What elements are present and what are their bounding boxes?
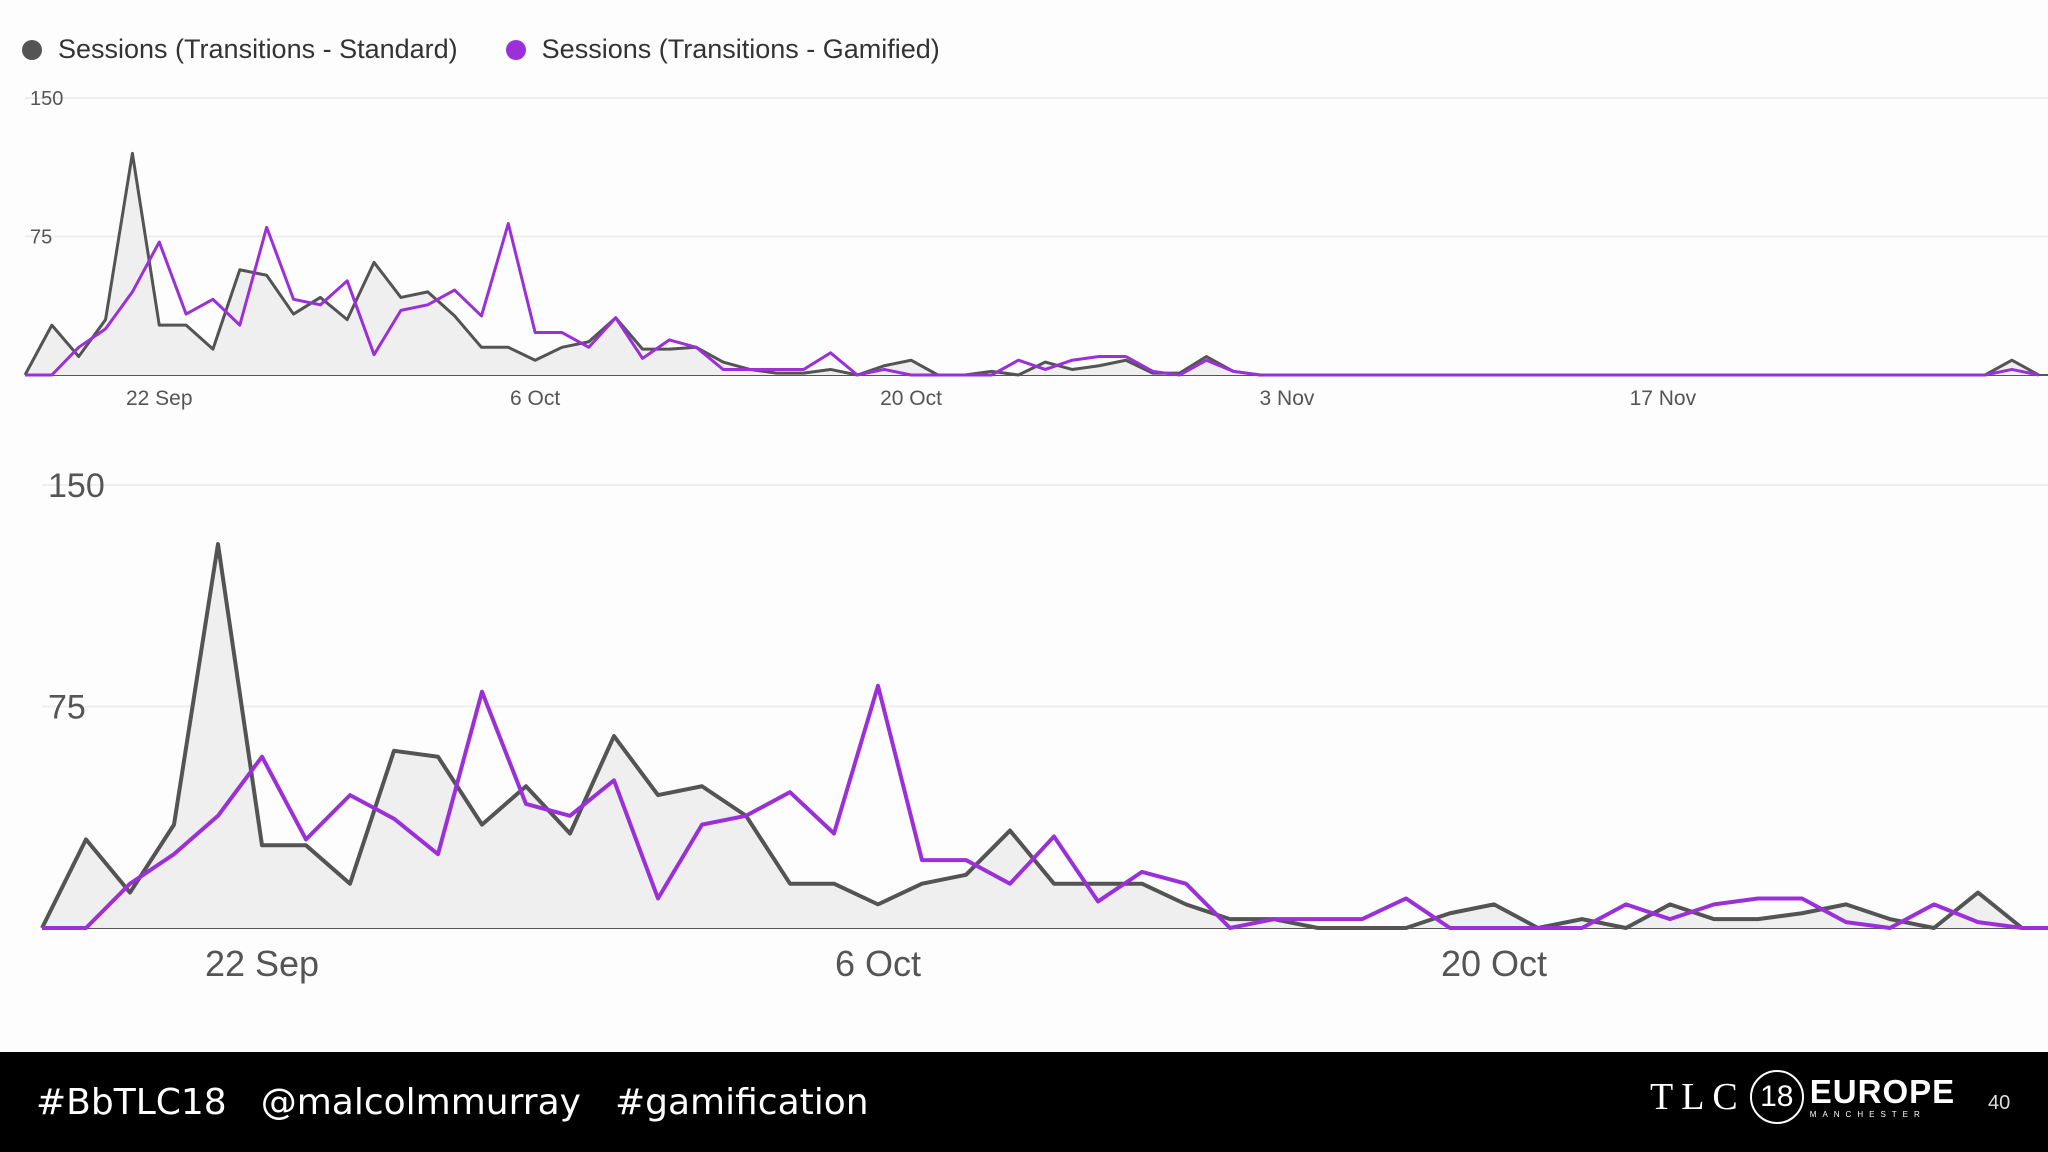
logo-europe: EUROPE MANCHESTER [1810,1075,1955,1119]
x-tick-label: 6 Oct [835,943,921,984]
legend-dot-standard-icon [22,39,42,60]
logo-18-badge: 18 [1749,1070,1804,1124]
series-line-gamified[interactable] [42,683,2048,930]
series-area-standard [42,544,2022,928]
legend-item-standard[interactable]: Sessions (Transitions - Standard) [22,34,458,65]
x-tick-label: 22 Sep [205,943,319,984]
x-tick-label: 22 Sep [126,387,193,410]
legend-label-standard: Sessions (Transitions - Standard) [58,34,458,64]
series-line-gamified[interactable] [25,222,2040,377]
legend-label-gamified: Sessions (Transitions - Gamified) [541,34,940,64]
y-tick-label: 75 [30,227,52,249]
x-tick-label: 17 Nov [1630,387,1697,410]
hashtag-bbtlc18[interactable]: #BbTLC18 [36,1082,227,1123]
sessions-chart-zoomed: 150 75 22 Sep 6 Oct 20 Oct [40,467,2048,984]
y-tick-label: 75 [48,688,86,726]
legend-dot-gamified-icon [505,39,526,60]
x-tick-label: 20 Oct [1441,943,1547,984]
tlc-europe-logo: TLC 18 EUROPE MANCHESTER [1650,1070,1955,1124]
series-area-standard [25,153,2039,375]
x-tick-label: 3 Nov [1260,387,1315,410]
x-tick-label: 20 Oct [880,387,942,410]
legend-item-gamified[interactable]: Sessions (Transitions - Gamified) [505,34,940,65]
sessions-chart-full: 150 75 22 Sep 6 Oct 20 Oct 3 Nov 17 Nov [23,88,2048,410]
footer-tags: #BbTLC18 @malcolmmurray #gamification [36,1082,869,1123]
chart-legend: Sessions (Transitions - Standard) Sessio… [22,34,974,65]
y-tick-label: 150 [48,467,105,505]
x-tick-label: 6 Oct [510,387,560,410]
hashtag-gamification[interactable]: #gamification [614,1082,869,1123]
twitter-handle[interactable]: @malcolmmurray [260,1082,581,1123]
page-number: 40 [1988,1092,2011,1114]
logo-europe-text: EUROPE [1809,1073,1956,1110]
logo-city-text: MANCHESTER [1809,1110,1926,1119]
footer-bar: #BbTLC18 @malcolmmurray #gamification TL… [0,1052,2048,1152]
y-tick-label: 150 [30,88,63,110]
logo-tlc: TLC [1650,1076,1746,1118]
